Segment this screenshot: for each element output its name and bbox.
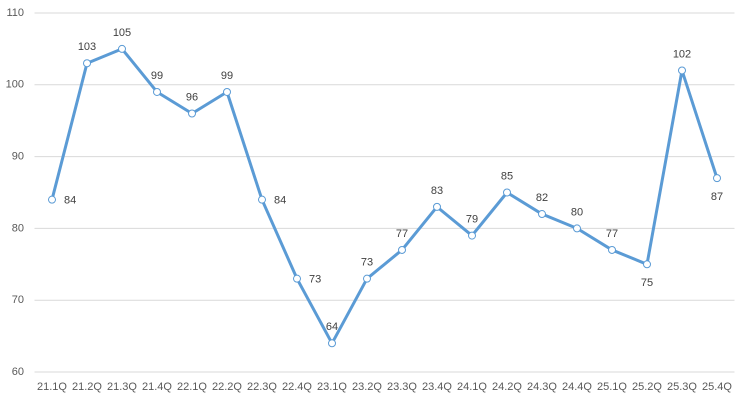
x-tick-label: 25.2Q <box>632 381 662 393</box>
data-point <box>293 274 301 283</box>
data-label: 73 <box>309 274 321 286</box>
x-tick-label: 21.3Q <box>107 381 137 393</box>
x-tick-label: 23.2Q <box>352 381 382 393</box>
data-point <box>643 260 651 269</box>
data-label: 83 <box>431 185 443 197</box>
data-point <box>83 59 91 68</box>
x-tick-label: 22.3Q <box>247 381 277 393</box>
x-tick-label: 21.2Q <box>72 381 102 393</box>
x-tick-label: 24.4Q <box>562 381 592 393</box>
data-point <box>118 44 126 53</box>
data-label: 99 <box>151 70 163 82</box>
data-label: 64 <box>326 321 338 333</box>
data-line <box>50 47 719 345</box>
x-tick-label: 22.2Q <box>212 381 242 393</box>
x-tick-label: 23.4Q <box>422 381 452 393</box>
data-label: 82 <box>536 192 548 204</box>
x-tick-label: 23.1Q <box>317 381 347 393</box>
x-tick-label: 25.3Q <box>667 381 697 393</box>
data-point <box>188 109 196 118</box>
data-label: 87 <box>711 191 723 203</box>
data-label: 96 <box>186 91 198 103</box>
y-tick-label: 80 <box>12 222 24 234</box>
data-point <box>363 274 371 283</box>
data-label: 105 <box>113 27 131 39</box>
x-tick-label: 22.1Q <box>177 381 207 393</box>
x-tick-label: 25.1Q <box>597 381 627 393</box>
data-label: 103 <box>78 41 96 53</box>
data-point <box>258 195 266 204</box>
data-point <box>713 174 721 183</box>
data-label: 85 <box>501 170 513 182</box>
data-label: 77 <box>396 228 408 240</box>
data-label: 80 <box>571 206 583 218</box>
data-point <box>398 245 406 254</box>
y-tick-label: 100 <box>6 79 24 91</box>
x-tick-label: 21.4Q <box>142 381 172 393</box>
data-point <box>48 195 56 204</box>
data-label: 84 <box>274 195 286 207</box>
data-point <box>433 202 441 211</box>
data-label: 73 <box>361 257 373 269</box>
x-tick-label: 24.1Q <box>457 381 487 393</box>
x-tick-label: 22.4Q <box>282 381 312 393</box>
x-tick-label: 25.4Q <box>702 381 732 393</box>
data-point <box>573 224 581 233</box>
data-label: 99 <box>221 70 233 82</box>
data-point <box>678 66 686 75</box>
data-point <box>153 87 161 96</box>
y-tick-label: 60 <box>12 366 24 378</box>
data-label: 79 <box>466 213 478 225</box>
x-tick-label: 24.2Q <box>492 381 522 393</box>
data-point <box>503 188 511 197</box>
data-point <box>468 231 476 240</box>
data-point <box>608 245 616 254</box>
x-tick-label: 24.3Q <box>527 381 557 393</box>
data-point <box>223 87 231 96</box>
data-label: 77 <box>606 228 618 240</box>
y-tick-label: 70 <box>12 294 24 306</box>
data-label: 75 <box>641 277 653 289</box>
data-point <box>538 210 546 219</box>
data-point <box>328 339 336 348</box>
x-tick-label: 21.1Q <box>37 381 67 393</box>
data-label: 84 <box>64 195 76 207</box>
x-tick-label: 23.3Q <box>387 381 417 393</box>
y-tick-label: 110 <box>6 7 24 19</box>
data-label: 102 <box>673 48 691 60</box>
y-tick-label: 90 <box>12 151 24 163</box>
